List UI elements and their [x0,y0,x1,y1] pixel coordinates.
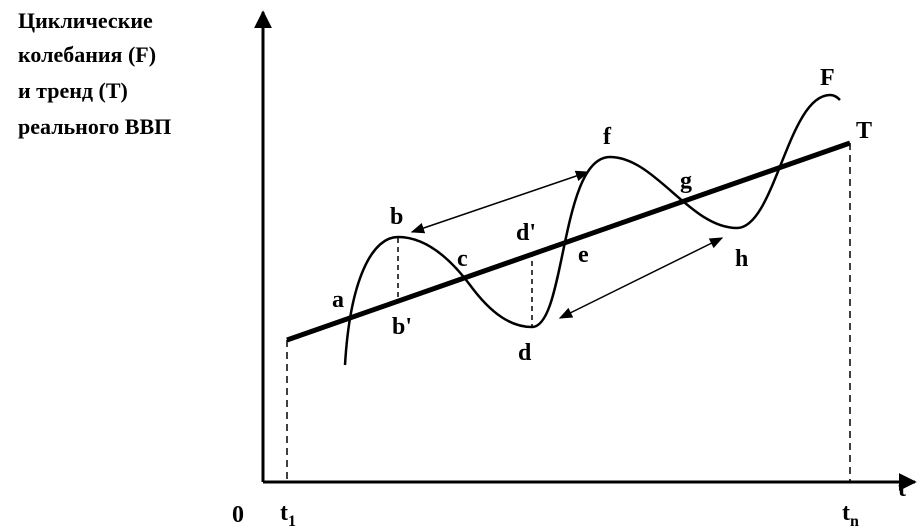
time-sub: n [850,513,859,530]
point-label: b' [392,314,412,340]
point-label: b [390,204,403,230]
time-main: t [280,500,288,526]
point-label: d [518,340,532,366]
title-line: колебания (F) [18,42,156,67]
curve-label: F [820,65,835,91]
origin-label: 0 [232,502,244,528]
time-label: t1 [280,500,296,530]
point-label: e [578,242,589,268]
point-label: a [332,287,344,313]
title-line: Циклические [18,8,153,33]
point-label: c [457,246,468,272]
title-line: реального ВВП [18,114,171,139]
time-label: tn [842,500,859,530]
title-line: и тренд (T) [18,78,128,103]
point-label: f [603,124,612,150]
time-sub: 1 [288,513,296,530]
trend-line [286,140,851,343]
point-label: h [735,246,748,272]
arrow [558,237,724,319]
point-label: g [680,168,692,194]
x-axis-label: t [898,476,906,502]
time-main: t [842,500,850,526]
arrow [410,170,590,234]
point-label: d' [516,220,536,246]
curve-label: T [856,118,872,144]
